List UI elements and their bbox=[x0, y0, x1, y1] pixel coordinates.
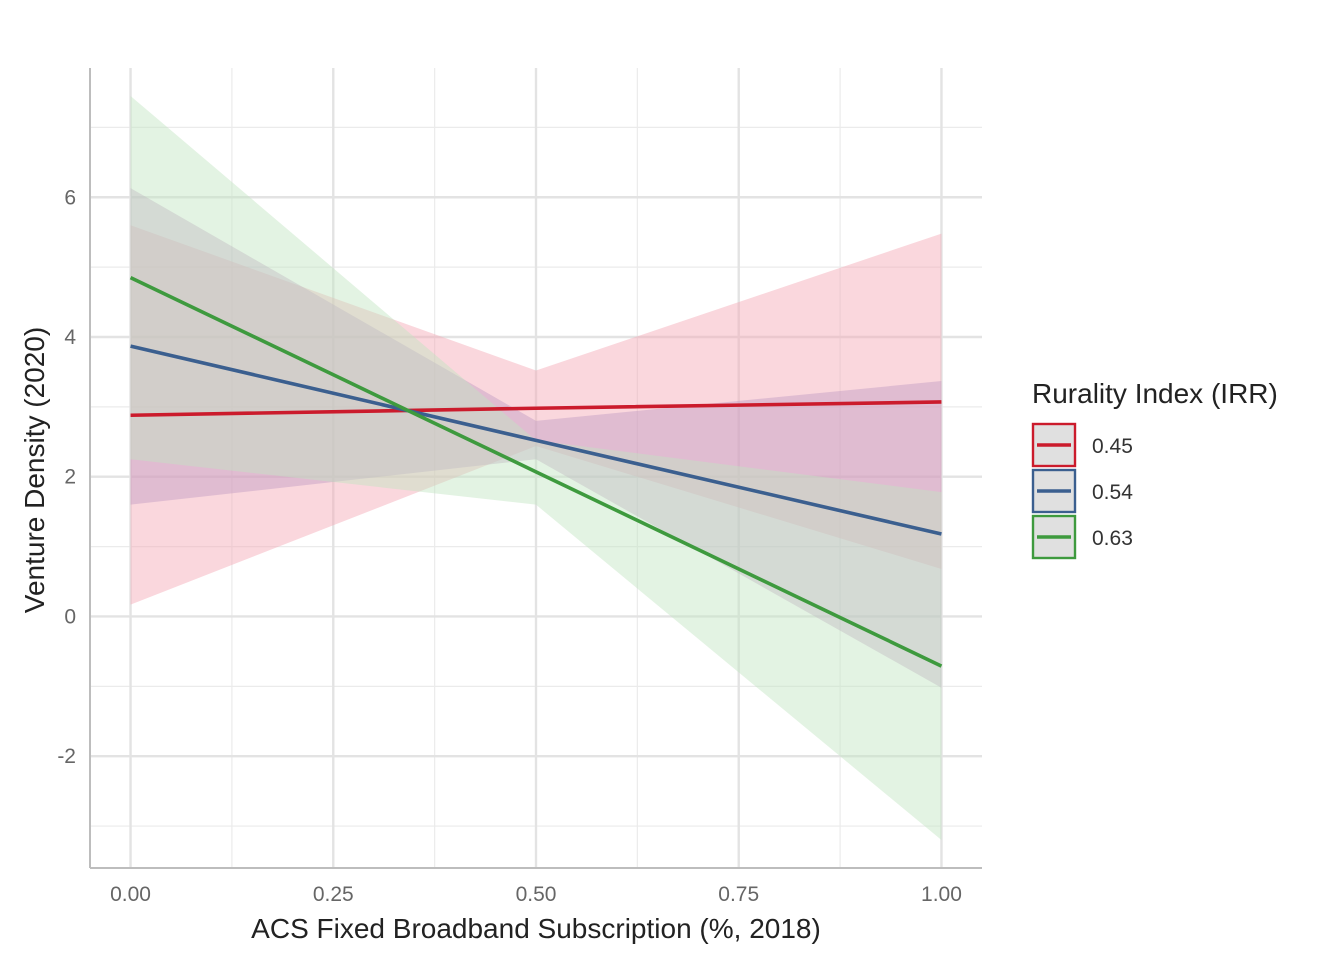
legend-item-0.54: 0.54 bbox=[1031, 468, 1133, 514]
x-axis-title: ACS Fixed Broadband Subscription (%, 201… bbox=[251, 913, 821, 944]
y-tick-label: 0 bbox=[64, 605, 76, 628]
series-line-0.63 bbox=[129, 275, 943, 668]
y-tick-label: 2 bbox=[64, 466, 76, 489]
legend-items: 0.45 0.54 0.63 bbox=[1031, 422, 1133, 560]
y-axis-title: Venture Density (2020) bbox=[19, 327, 50, 613]
x-tick-label: 0.75 bbox=[718, 883, 759, 906]
legend-label: 0.54 bbox=[1092, 481, 1133, 504]
y-tick-label: 4 bbox=[64, 326, 76, 349]
legend-label: 0.45 bbox=[1092, 435, 1133, 458]
legend-label: 0.63 bbox=[1092, 527, 1133, 550]
legend: Rurality Index (IRR) 0.45 0.54 0.63 bbox=[1031, 378, 1278, 560]
confidence-bands bbox=[130, 95, 942, 841]
legend-title: Rurality Index (IRR) bbox=[1032, 378, 1278, 409]
legend-item-0.63: 0.63 bbox=[1031, 514, 1133, 560]
legend-item-0.45: 0.45 bbox=[1031, 422, 1133, 468]
y-tick-label: -2 bbox=[57, 745, 76, 768]
x-tick-label: 1.00 bbox=[921, 883, 962, 906]
confidence-band-0.54 bbox=[130, 188, 942, 688]
confidence-band-0.63 bbox=[130, 95, 942, 841]
tick-labels: 0.00 0.25 0.50 0.75 1.00 -2 0 2 4 6 bbox=[57, 186, 962, 906]
grid-layer bbox=[90, 68, 982, 868]
series-line-0.54 bbox=[130, 344, 942, 536]
axes bbox=[89, 68, 982, 869]
x-tick-label: 0.00 bbox=[110, 883, 151, 906]
y-tick-label: 6 bbox=[64, 186, 76, 209]
x-tick-label: 0.50 bbox=[516, 883, 557, 906]
x-tick-label: 0.25 bbox=[313, 883, 354, 906]
confidence-band-0.45 bbox=[130, 225, 942, 605]
series-lines bbox=[129, 275, 943, 668]
series-line-0.45 bbox=[130, 400, 942, 418]
